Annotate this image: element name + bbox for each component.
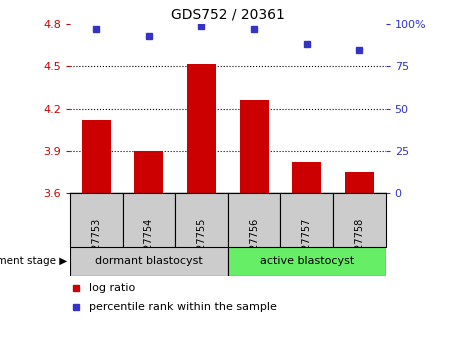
Text: development stage ▶: development stage ▶ (0, 256, 68, 266)
Bar (187, 63, 216, 193)
Bar (228, 193, 281, 247)
Bar (134, 151, 163, 193)
Bar (239, 100, 268, 193)
Text: log ratio: log ratio (89, 283, 135, 293)
Text: GSM27753: GSM27753 (91, 217, 101, 270)
Bar (228, 247, 386, 276)
Bar (281, 193, 333, 247)
Text: GSM27754: GSM27754 (144, 217, 154, 270)
Bar (345, 172, 374, 193)
Bar (175, 193, 228, 247)
Bar (333, 193, 386, 247)
Title: GDS752 / 20361: GDS752 / 20361 (171, 8, 285, 22)
Text: GSM27755: GSM27755 (197, 217, 207, 270)
Bar (70, 247, 228, 276)
Bar (70, 193, 123, 247)
Text: GSM27756: GSM27756 (249, 217, 259, 270)
Text: GSM27757: GSM27757 (302, 217, 312, 270)
Text: GSM27758: GSM27758 (354, 217, 364, 270)
Text: active blastocyst: active blastocyst (260, 256, 354, 266)
Text: dormant blastocyst: dormant blastocyst (95, 256, 202, 266)
Text: percentile rank within the sample: percentile rank within the sample (89, 302, 277, 312)
Bar (82, 120, 110, 193)
Bar (123, 193, 175, 247)
Bar (292, 162, 321, 193)
